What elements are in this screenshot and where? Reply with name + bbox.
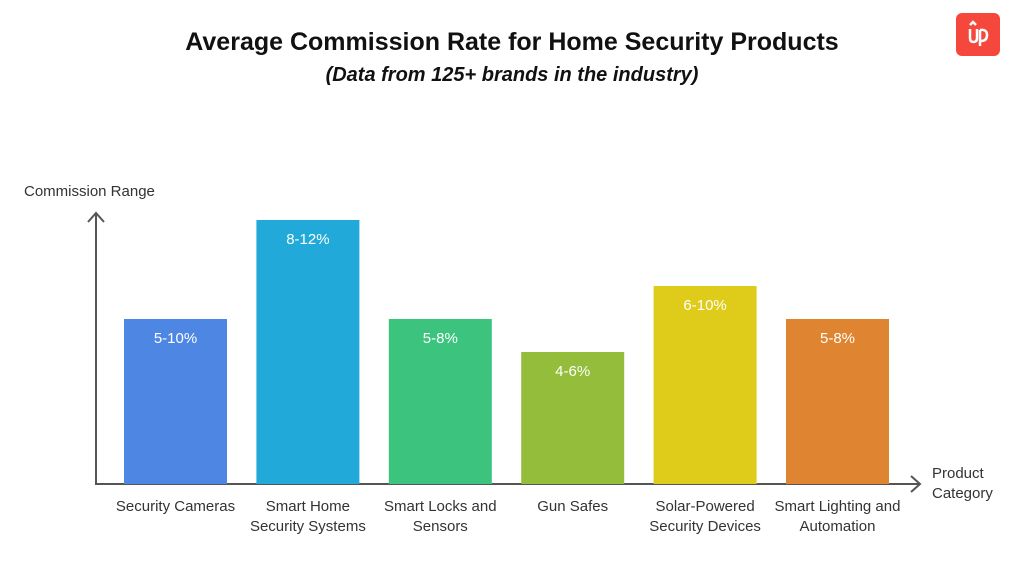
data-label: 4-6%: [555, 363, 590, 380]
x-tick-label: Gun Safes: [537, 498, 609, 515]
bar-5: [786, 319, 889, 484]
bar-3: [521, 352, 625, 484]
y-axis-label: Commission Range: [24, 183, 155, 200]
x-tick-label: Smart Lighting and Automation: [774, 498, 901, 535]
data-label: 8-12%: [286, 231, 329, 248]
y-axis-arrow-icon: [87, 211, 105, 223]
x-tick-label: Smart Home Security Systems: [249, 498, 366, 535]
x-axis-label: Product Category: [932, 465, 993, 502]
bar-0: [124, 319, 227, 484]
data-label: 6-10%: [683, 297, 726, 314]
brand-logo-icon: [956, 13, 1000, 56]
x-tick-label: Security Cameras: [115, 498, 236, 515]
bar-4: [653, 286, 757, 484]
x-tick-label: Solar-Powered Security Devices: [649, 498, 761, 535]
chart-title: Average Commission Rate for Home Securit…: [185, 28, 839, 56]
chart-subtitle: (Data from 125+ brands in the industry): [325, 64, 699, 86]
bar-1: [256, 220, 360, 484]
x-axis-arrow-icon: [910, 475, 922, 493]
bar-2: [388, 319, 492, 484]
data-label: 5-8%: [820, 330, 855, 347]
data-label: 5-8%: [423, 330, 458, 347]
x-tick-label: Smart Locks and Sensors: [384, 498, 497, 535]
data-label: 5-10%: [154, 330, 197, 347]
